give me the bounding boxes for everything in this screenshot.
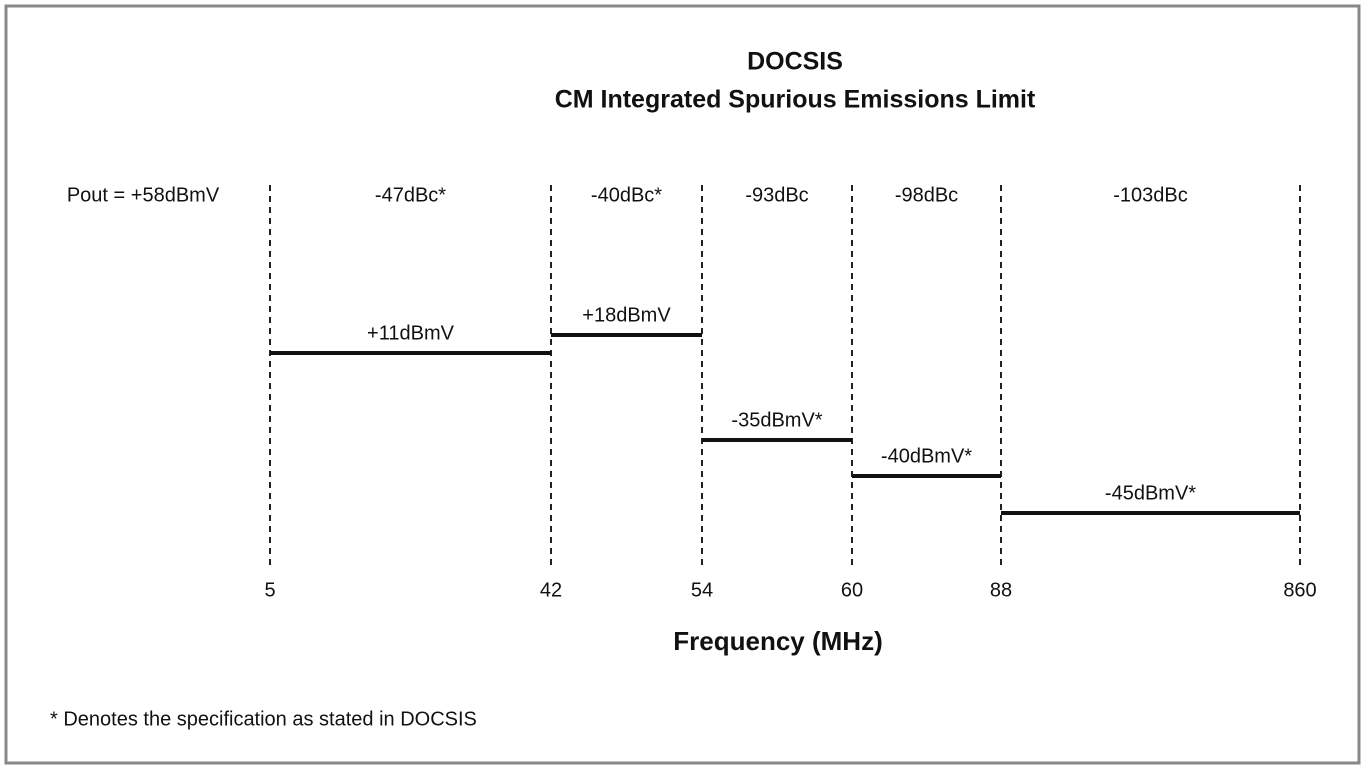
frequency-label: 860: [1283, 579, 1316, 601]
frequency-label: 42: [540, 579, 562, 601]
frequency-label: 88: [990, 579, 1012, 601]
level-label: +11dBmV: [367, 322, 455, 344]
level-label: -40dBmV*: [881, 445, 972, 467]
frame: [4, 4, 1361, 765]
footnote: * Denotes the specification as stated in…: [50, 708, 477, 730]
dbc-label: -103dBc: [1113, 184, 1188, 206]
dbc-label: -98dBc: [895, 184, 958, 206]
dbc-label: -40dBc*: [591, 184, 662, 206]
frequency-label: 54: [691, 579, 713, 601]
title: DOCSIS: [747, 48, 843, 76]
pout-label: Pout = +58dBmV: [67, 184, 220, 206]
subtitle: CM Integrated Spurious Emissions Limit: [555, 86, 1036, 114]
frequency-label: 5: [264, 579, 275, 601]
x-axis-label: Frequency (MHz): [673, 626, 882, 656]
level-label: -35dBmV*: [731, 409, 822, 431]
level-label: -45dBmV*: [1105, 482, 1196, 504]
dbc-label: -93dBc: [745, 184, 808, 206]
frequency-label: 60: [841, 579, 863, 601]
dbc-label: -47dBc*: [375, 184, 446, 206]
level-label: +18dBmV: [582, 304, 671, 326]
